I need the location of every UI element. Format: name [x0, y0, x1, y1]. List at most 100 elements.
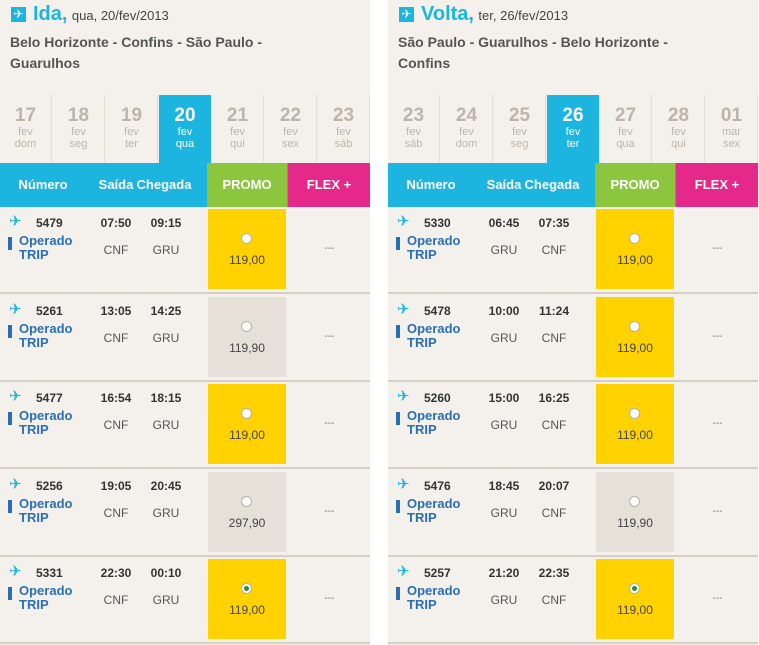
date-month: fev [18, 126, 33, 138]
arrival-time: 09:15 [150, 216, 182, 230]
promo-fare-cell[interactable]: 119,00 [596, 296, 674, 377]
operated-label: Operado [19, 233, 73, 248]
carrier-name: TRIP [19, 597, 49, 612]
promo-fare-cell[interactable]: 119,00 [208, 384, 286, 464]
carrier-marker [8, 412, 12, 425]
carrier-name: TRIP [19, 509, 49, 525]
date-weekday: dom [14, 138, 37, 150]
operated-label: Operado [19, 320, 73, 336]
departure-time: 19:05 [100, 478, 132, 493]
date-tab-28[interactable]: 28 fev qui [653, 95, 705, 163]
fare-radio[interactable] [629, 408, 640, 419]
departure-time: 07:50 [100, 216, 132, 230]
col-promo-header: PROMO [595, 163, 675, 207]
date-tab-23[interactable]: 23 fev sáb [318, 95, 370, 163]
date-day-number: 18 [67, 105, 90, 126]
fare-radio[interactable] [629, 583, 640, 594]
fare-radio[interactable] [629, 320, 640, 332]
promo-price: 297,90 [228, 515, 266, 530]
date-month: fev [336, 126, 351, 138]
date-weekday: qua [175, 138, 195, 150]
flight-row: ✈ 5330 Operado TRIP 06:45 07:35 GRU CNF 119,00 --… [388, 207, 758, 294]
fare-radio[interactable] [241, 495, 252, 507]
route-text: Belo Horizonte - Confins - São Paulo - G… [10, 34, 262, 71]
date-day-number: 01 [720, 105, 743, 126]
operated-by[interactable]: Operado TRIP [407, 409, 460, 437]
operated-by[interactable]: Operado TRIP [19, 495, 73, 525]
arrival-time: 16:25 [538, 391, 570, 405]
fare-radio[interactable] [241, 408, 252, 419]
date-weekday: ter [125, 138, 138, 150]
date-tab-22[interactable]: 22 fev sex [265, 95, 317, 163]
operated-by[interactable]: Operado TRIP [19, 409, 72, 437]
operated-by[interactable]: Operado TRIP [407, 495, 461, 525]
carrier-name: TRIP [407, 247, 437, 262]
operated-by[interactable]: Operado TRIP [407, 321, 460, 350]
date-tab-25[interactable]: 25 fev seg [494, 95, 546, 163]
fare-radio[interactable] [241, 233, 252, 244]
date-tab-21[interactable]: 21 fev qui [212, 95, 264, 163]
promo-fare-cell[interactable]: 119,00 [596, 384, 674, 464]
date-day-number: 28 [667, 105, 690, 126]
promo-fare-cell[interactable]: 297,90 [208, 471, 286, 552]
panel-header: ✈ Ida, qua, 20/fev/2013 Belo Horizonte - C… [0, 0, 370, 95]
plane-icon: ✈ [9, 213, 22, 230]
operated-label: Operado [407, 583, 461, 598]
promo-fare-cell[interactable]: 119,00 [208, 559, 286, 639]
promo-fare-cell[interactable]: 119,00 [596, 209, 674, 289]
departure-time: 18:45 [488, 478, 520, 493]
carrier-marker [396, 587, 400, 600]
operated-by[interactable]: Operado TRIP [407, 584, 460, 612]
fare-radio[interactable] [241, 320, 252, 332]
date-tab-23[interactable]: 23 fev sáb [388, 95, 440, 163]
date-tab-26[interactable]: 26 fev ter [547, 95, 599, 163]
destination-airport: GRU [152, 418, 180, 432]
arrival-time: 20:45 [150, 478, 182, 493]
fare-radio[interactable] [241, 583, 252, 594]
plane-icon: ✈ [397, 300, 410, 318]
operated-label: Operado [407, 495, 461, 511]
date-month: fev [406, 126, 421, 138]
flight-number: 5331 [36, 566, 63, 580]
origin-airport: CNF [103, 243, 129, 257]
operated-by[interactable]: Operado TRIP [19, 234, 72, 262]
operated-by[interactable]: Operado TRIP [19, 320, 73, 350]
fare-radio[interactable] [629, 233, 640, 244]
promo-fare-cell[interactable]: 119,90 [596, 471, 674, 552]
col-numero-header: Número [18, 177, 68, 192]
destination-airport: CNF [541, 593, 567, 607]
carrier-name: TRIP [407, 597, 437, 612]
operated-label: Operado [19, 495, 73, 511]
date-day-number: 24 [455, 105, 478, 126]
arrival-time: 11:24 [538, 303, 570, 318]
operated-by[interactable]: Operado TRIP [19, 584, 72, 612]
flex-fare-cell: --- [712, 330, 723, 342]
travel-date: qua, 20/fev/2013 [71, 8, 169, 23]
date-weekday: sáb [334, 138, 353, 150]
departure-time: 21:20 [488, 566, 520, 580]
date-tab-20[interactable]: 20 fev qua [159, 95, 211, 163]
date-tab-01[interactable]: 01 mar sex [706, 95, 758, 163]
date-tab-17[interactable]: 17 fev dom [0, 95, 52, 163]
promo-fare-cell[interactable]: 119,00 [596, 559, 674, 639]
flight-number: 5476 [424, 478, 451, 493]
operated-by[interactable]: Operado TRIP [407, 234, 460, 262]
date-tab-24[interactable]: 24 fev dom [441, 95, 493, 163]
arrival-time: 18:15 [150, 391, 182, 405]
flight-number: 5479 [36, 216, 63, 230]
origin-airport: CNF [103, 418, 129, 432]
date-tab-18[interactable]: 18 fev seg [53, 95, 105, 163]
promo-fare-cell[interactable]: 119,90 [208, 296, 286, 377]
plane-icon: ✈ [9, 563, 22, 580]
date-weekday: seg [69, 138, 88, 150]
date-tab-19[interactable]: 19 fev ter [106, 95, 158, 163]
date-tab-27[interactable]: 27 fev qua [600, 95, 652, 163]
date-day-number: 22 [279, 105, 302, 126]
flex-fare-cell: --- [712, 243, 723, 254]
carrier-name: TRIP [19, 247, 49, 262]
promo-fare-cell[interactable]: 119,00 [208, 209, 286, 289]
fare-radio[interactable] [629, 495, 640, 507]
promo-price: 119,00 [617, 428, 653, 442]
flight-number: 5261 [36, 303, 63, 318]
promo-price: 119,00 [617, 253, 653, 267]
